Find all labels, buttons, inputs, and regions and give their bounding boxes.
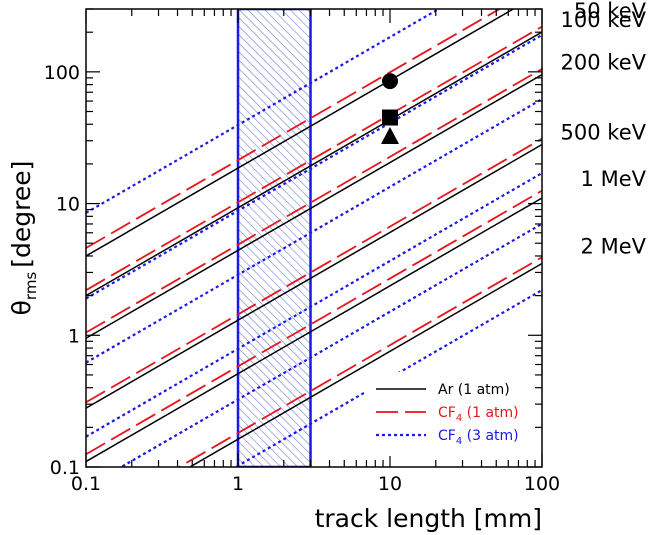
y-tick-label: 10 (56, 194, 80, 216)
series-1-line-2 (86, 68, 542, 334)
svg-text:θrms[degree]: θrms [degree] (7, 161, 40, 316)
series-1-line-4 (86, 189, 542, 456)
x-tick-label: 0.1 (71, 473, 101, 495)
x-axis-title: track length [mm] (315, 504, 542, 533)
series-2-line-2 (86, 98, 542, 364)
y-axis-unit: [degree] (7, 161, 36, 268)
energy-label: 1 MeV (581, 167, 647, 191)
series-1-line-0 (86, 9, 502, 249)
y-tick-label: 1 (68, 325, 80, 347)
legend-label-2: CF4 (3 atm) (438, 428, 519, 447)
energy-label: 50 keV (574, 0, 647, 23)
series-2-line-4 (119, 222, 542, 467)
series-0-line-4 (86, 197, 542, 463)
energy-label: 100 keV (561, 8, 647, 32)
y-tick-label: 0.1 (50, 457, 80, 479)
series-0-line-5 (188, 262, 542, 467)
x-tick-label: 100 (524, 473, 560, 495)
x-tick-label: 1 (232, 473, 244, 495)
series-0-line-2 (86, 73, 542, 339)
series-1-line-1 (86, 25, 542, 291)
energy-label: 2 MeV (581, 234, 647, 258)
series-0-line-0 (86, 9, 515, 257)
marker-triangle (381, 127, 399, 145)
marker-square (382, 109, 398, 126)
energy-label: 500 keV (561, 121, 647, 145)
series-2-line-1 (86, 34, 542, 300)
y-axis-symbol: θ (7, 300, 36, 315)
series-1-line-5 (177, 256, 542, 467)
legend-box (366, 372, 534, 456)
series-0-line-1 (86, 31, 542, 297)
series-1-line-3 (86, 137, 542, 404)
series-2-line-5 (233, 289, 542, 467)
marker-circle (382, 73, 398, 90)
y-axis-subscript: rms (22, 272, 40, 301)
plot-frame (85, 8, 543, 468)
energy-label: 200 keV (561, 51, 647, 75)
y-axis-title: θrms [degree] (7, 161, 40, 316)
x-tick-label: 10 (378, 473, 402, 495)
series-2-line-3 (86, 172, 542, 438)
legend-label-1: CF4 (1 atm) (438, 405, 519, 424)
series-0-line-3 (86, 143, 542, 409)
legend-label-0: Ar (1 atm) (438, 382, 510, 398)
y-tick-label: 100 (44, 62, 80, 84)
legend: Ar (1 atm) CF4 (1 atm) CF4 (3 atm) (366, 372, 534, 456)
